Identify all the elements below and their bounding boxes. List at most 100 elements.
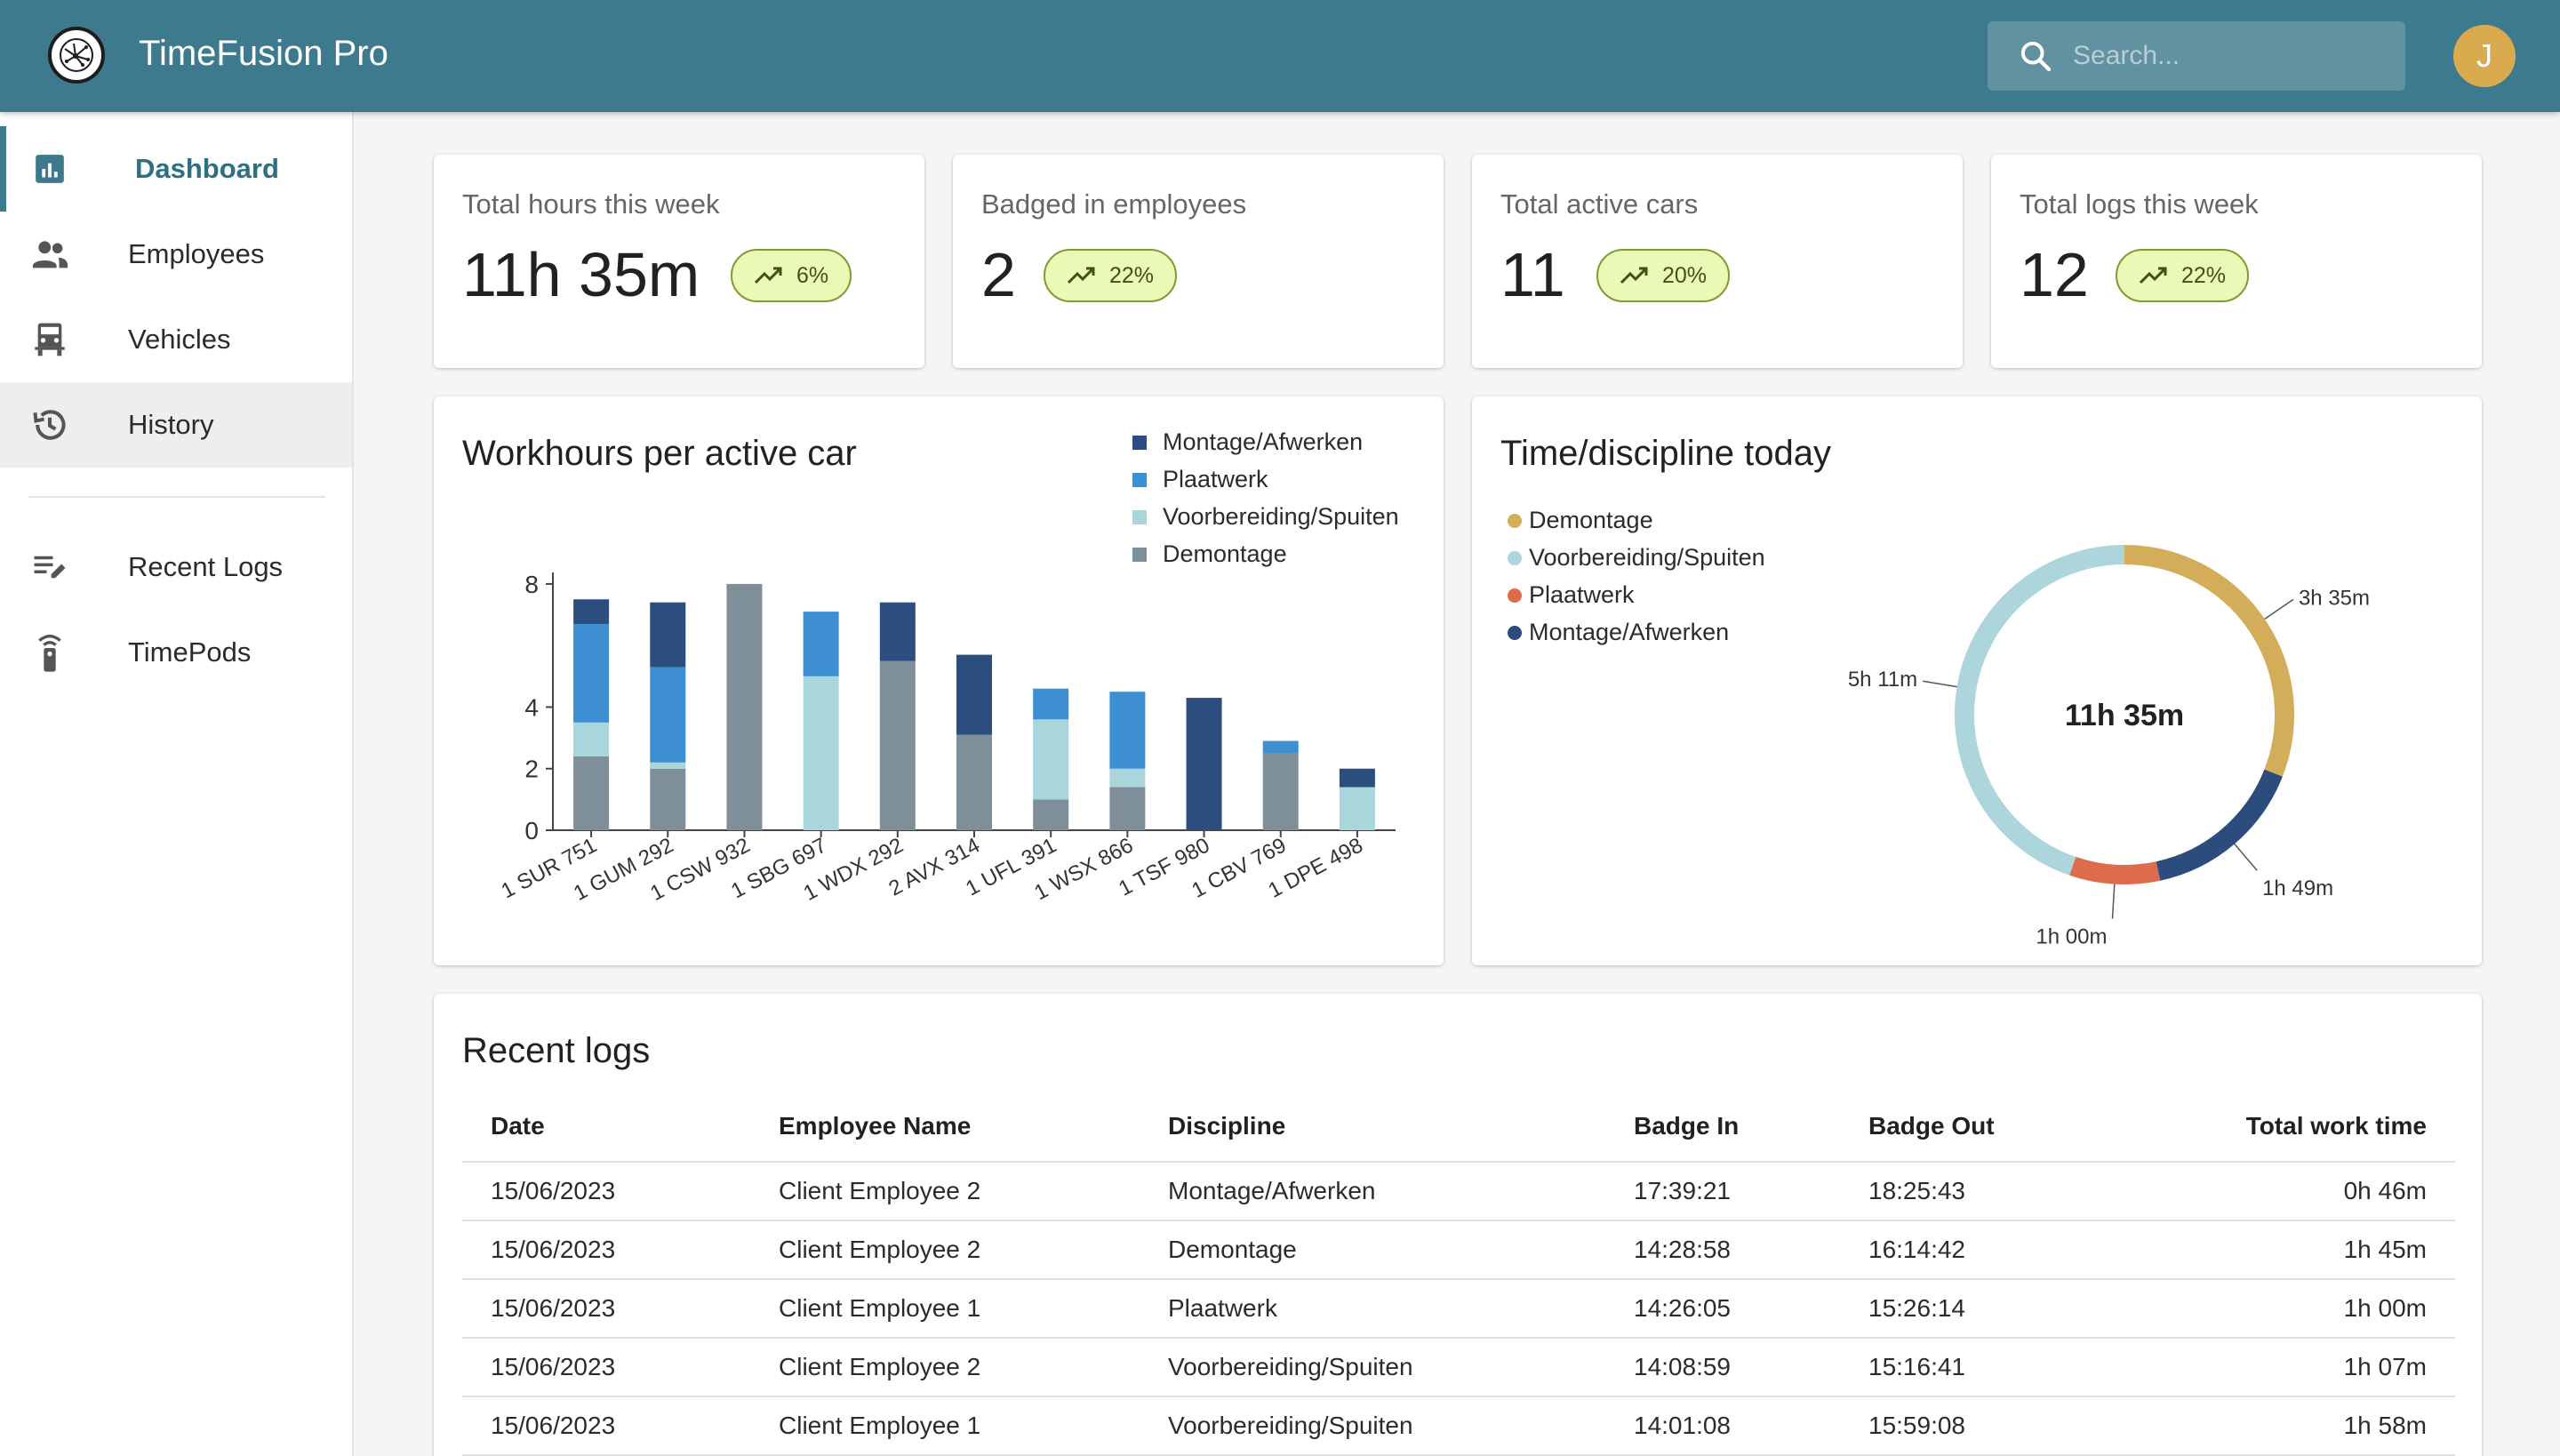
donut-center-label: 11h 35m — [2065, 699, 2184, 732]
app-logo-icon[interactable] — [48, 27, 105, 84]
legend-item-voorbereiding: Voorbereiding/Spuiten — [1508, 544, 1765, 572]
column-header-total[interactable]: Total work time — [2245, 1112, 2427, 1140]
bar-segment[interactable] — [1109, 692, 1146, 769]
column-header-badge-in[interactable]: Badge In — [1634, 1112, 1740, 1140]
cell-discipline: Plaatwerk — [1168, 1294, 1277, 1322]
slice-label: 5h 11m — [1848, 668, 1917, 692]
search-input[interactable] — [2073, 41, 2393, 71]
trending-up-icon — [2139, 265, 2169, 286]
cell-date: 15/06/2023 — [491, 1412, 616, 1439]
legend-swatch — [1132, 509, 1147, 524]
sidebar-item-history[interactable]: History — [0, 382, 352, 468]
bar-segment[interactable] — [1033, 799, 1069, 830]
column-header-badge-out[interactable]: Badge Out — [1868, 1112, 1995, 1140]
bar-segment[interactable] — [1109, 768, 1146, 788]
cell-discipline: Montage/Afwerken — [1168, 1177, 1376, 1204]
trending-up-icon — [1620, 265, 1650, 286]
sidebar-item-timepods[interactable]: TimePods — [0, 610, 352, 695]
stat-label: Total logs this week — [2020, 188, 2259, 220]
stat-value: 2 — [981, 240, 1016, 309]
legend-label: Demontage — [1529, 507, 1653, 533]
cell-date: 15/06/2023 — [491, 1294, 616, 1322]
search-box[interactable] — [1988, 21, 2405, 91]
trend-value: 22% — [2181, 262, 2227, 288]
app-bar: TimeFusion Pro J — [0, 0, 2560, 112]
bar-segment[interactable] — [1186, 698, 1222, 830]
bar-segment[interactable] — [573, 623, 610, 723]
legend-item-montage: Montage/Afwerken — [1132, 428, 1363, 456]
cell-employee: Client Employee 1 — [779, 1412, 981, 1439]
cell-employee: Client Employee 2 — [779, 1353, 981, 1380]
trend-badge: 20% — [1596, 249, 1731, 302]
stat-card-total-logs: Total logs this week 12 22% — [1991, 155, 2482, 368]
bar-segment[interactable] — [573, 599, 610, 624]
donut-slice[interactable] — [2124, 545, 2294, 777]
table-row[interactable]: 15/06/2023 Client Employee 1 Voorbereidi… — [462, 1397, 2455, 1456]
donut-slice[interactable] — [2069, 856, 2161, 884]
slice-label: 3h 35m — [2299, 586, 2370, 610]
sidebar-item-label: History — [128, 409, 214, 440]
bar-segment[interactable] — [1033, 688, 1069, 720]
trend-badge: 22% — [2116, 249, 2250, 302]
bar-segment[interactable] — [803, 612, 839, 676]
column-header-date[interactable]: Date — [491, 1112, 545, 1140]
sidebar-item-vehicles[interactable]: Vehicles — [0, 297, 352, 382]
bar-segment[interactable] — [573, 722, 610, 756]
bar-segment[interactable] — [956, 734, 992, 830]
bar-segment[interactable] — [1262, 753, 1299, 830]
bar-segment[interactable] — [1262, 740, 1299, 754]
slice-label: 1h 00m — [2036, 925, 2107, 949]
bar-segment[interactable] — [726, 583, 763, 830]
table-row[interactable]: 15/06/2023 Client Employee 2 Voorbereidi… — [462, 1339, 2455, 1397]
donut-slice[interactable] — [1955, 545, 2125, 876]
cell-total: 1h 07m — [2343, 1353, 2427, 1380]
column-header-discipline[interactable]: Discipline — [1168, 1112, 1286, 1140]
bar-segment[interactable] — [879, 602, 916, 661]
bar-segment[interactable] — [573, 756, 610, 830]
bar-segment[interactable] — [956, 654, 992, 735]
y-tick-label: 4 — [524, 693, 539, 721]
cell-discipline: Voorbereiding/Spuiten — [1168, 1412, 1413, 1439]
bar-segment[interactable] — [803, 676, 839, 830]
cell-badge-out: 15:59:08 — [1868, 1412, 1965, 1439]
bar-segment[interactable] — [650, 667, 686, 763]
cell-date: 15/06/2023 — [491, 1177, 616, 1204]
stat-label: Total active cars — [1500, 188, 1699, 220]
discipline-chart-card: Time/discipline today Demontage Voorbere… — [1472, 396, 2482, 965]
sidebar-item-employees[interactable]: Employees — [0, 212, 352, 297]
legend-swatch — [1508, 588, 1522, 603]
cell-badge-in: 14:26:05 — [1634, 1294, 1731, 1322]
table-row[interactable]: 15/06/2023 Client Employee 2 Montage/Afw… — [462, 1163, 2455, 1221]
bar-segment[interactable] — [650, 768, 686, 830]
sidebar-item-recent-logs[interactable]: Recent Logs — [0, 524, 352, 610]
bar-segment[interactable] — [650, 602, 686, 668]
bar-segment[interactable] — [1109, 787, 1146, 830]
cell-badge-out: 15:26:14 — [1868, 1294, 1965, 1322]
bar-segment[interactable] — [1033, 719, 1069, 800]
bar-segment[interactable] — [1339, 787, 1375, 830]
trend-value: 22% — [1109, 262, 1155, 288]
chart-title: Workhours per active car — [462, 434, 857, 473]
sidebar-item-dashboard[interactable]: Dashboard — [0, 126, 352, 212]
cell-badge-in: 14:08:59 — [1634, 1353, 1731, 1380]
user-avatar[interactable]: J — [2453, 25, 2516, 87]
legend-swatch — [1508, 550, 1522, 565]
table-row[interactable]: 15/06/2023 Client Employee 1 Plaatwerk 1… — [462, 1280, 2455, 1339]
cell-badge-out: 15:16:41 — [1868, 1353, 1965, 1380]
cell-employee: Client Employee 2 — [779, 1177, 981, 1204]
donut-chart: 3h 35m 1h 49m 1h 00m 5h 11m 11h 35m — [1848, 545, 2370, 949]
sidebar-item-label: Recent Logs — [128, 551, 284, 582]
cell-date: 15/06/2023 — [491, 1353, 616, 1380]
table-row[interactable]: 15/06/2023 Client Employee 2 Demontage 1… — [462, 1221, 2455, 1280]
bar-segment[interactable] — [1339, 768, 1375, 788]
bar-segment[interactable] — [879, 660, 916, 830]
y-tick-label: 8 — [524, 571, 539, 598]
stat-value: 11h 35m — [462, 240, 700, 309]
legend-label: Montage/Afwerken — [1529, 619, 1730, 645]
column-header-employee[interactable]: Employee Name — [779, 1112, 972, 1140]
trend-value: 20% — [1662, 262, 1708, 288]
slice-leader-line — [1923, 680, 1957, 688]
slice-leader-line — [2234, 843, 2258, 871]
bar-segment[interactable] — [650, 762, 686, 769]
donut-slice[interactable] — [2156, 769, 2283, 881]
